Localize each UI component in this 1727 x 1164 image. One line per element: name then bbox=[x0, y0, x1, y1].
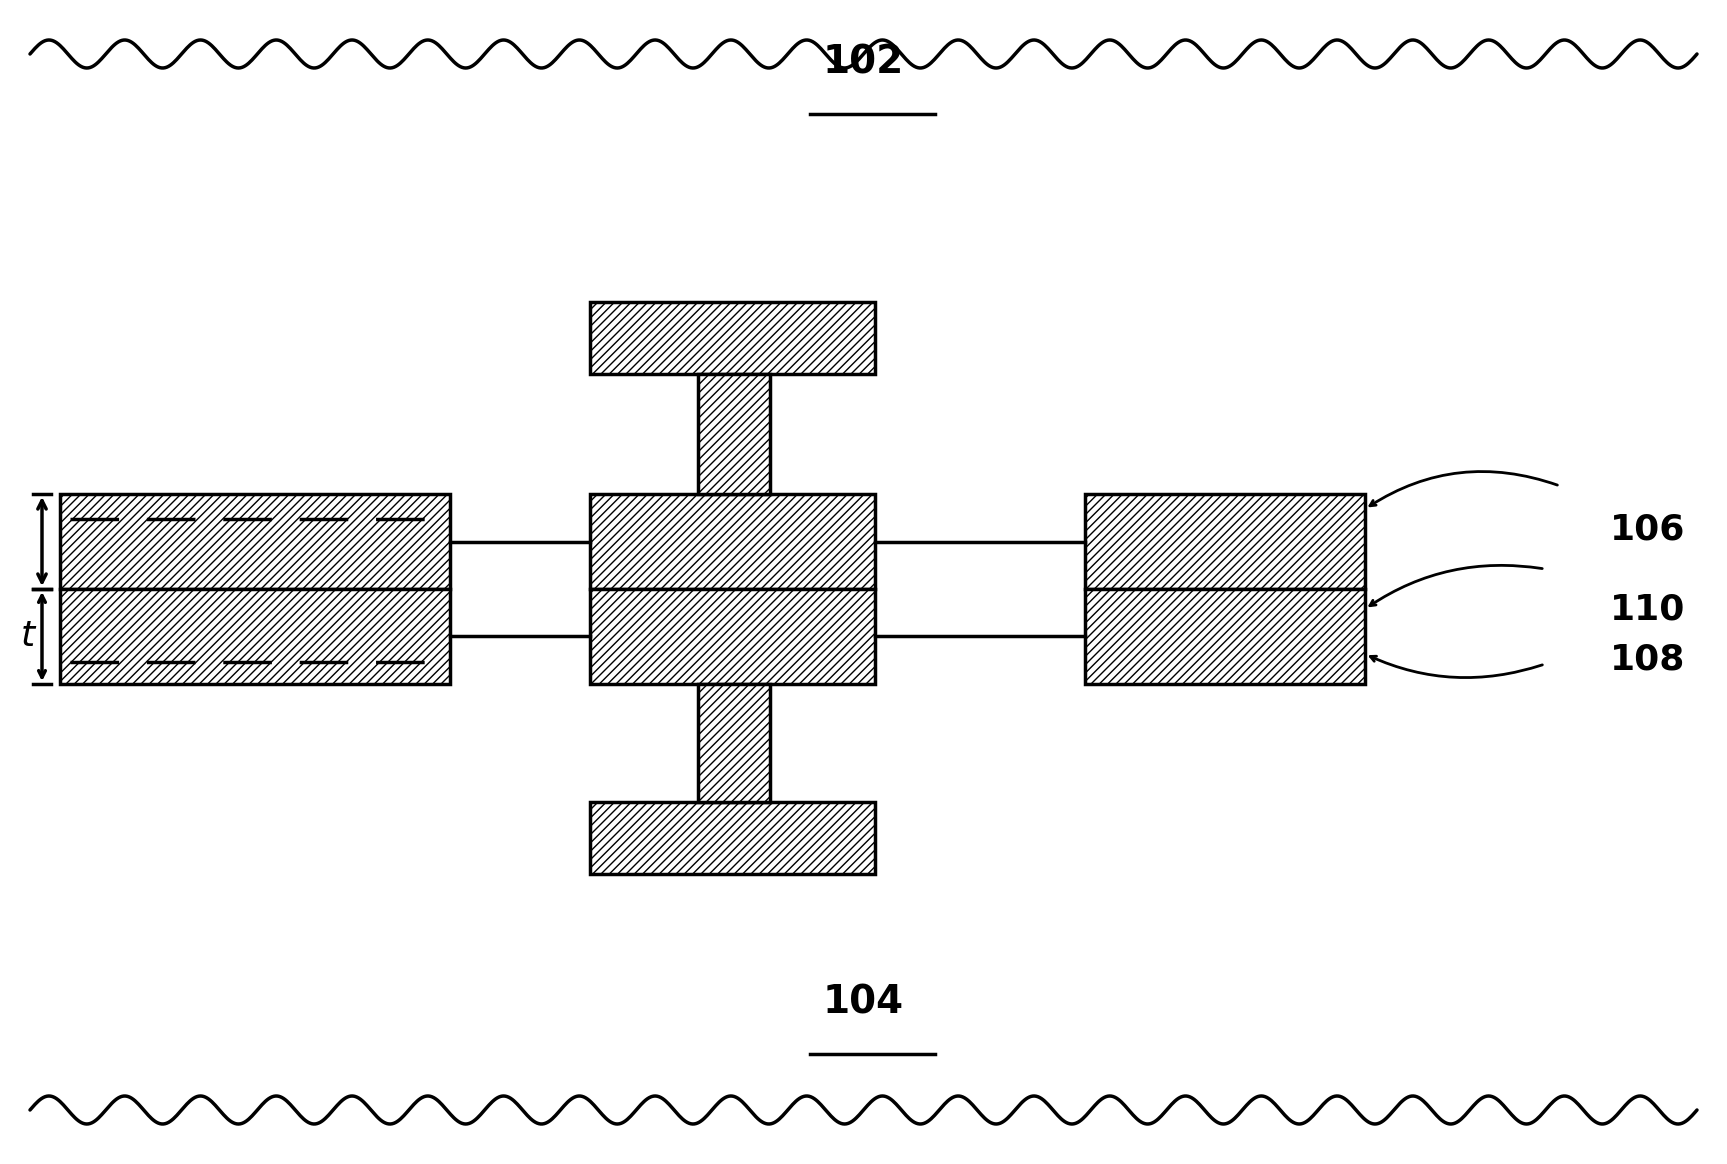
Bar bbox=[591, 802, 876, 874]
Text: 110: 110 bbox=[1610, 592, 1686, 626]
Bar bbox=[60, 494, 451, 589]
Bar bbox=[591, 301, 876, 374]
Text: 108: 108 bbox=[1610, 643, 1686, 676]
Bar bbox=[1085, 494, 1364, 589]
Bar bbox=[60, 589, 451, 684]
Bar bbox=[591, 589, 876, 684]
Bar bbox=[1085, 589, 1364, 684]
Text: 102: 102 bbox=[822, 44, 903, 81]
Bar bbox=[698, 374, 770, 494]
Bar bbox=[698, 684, 770, 802]
Text: t: t bbox=[21, 619, 35, 653]
Text: 104: 104 bbox=[822, 984, 903, 1022]
Text: 106: 106 bbox=[1610, 512, 1686, 546]
Bar bbox=[591, 494, 876, 589]
